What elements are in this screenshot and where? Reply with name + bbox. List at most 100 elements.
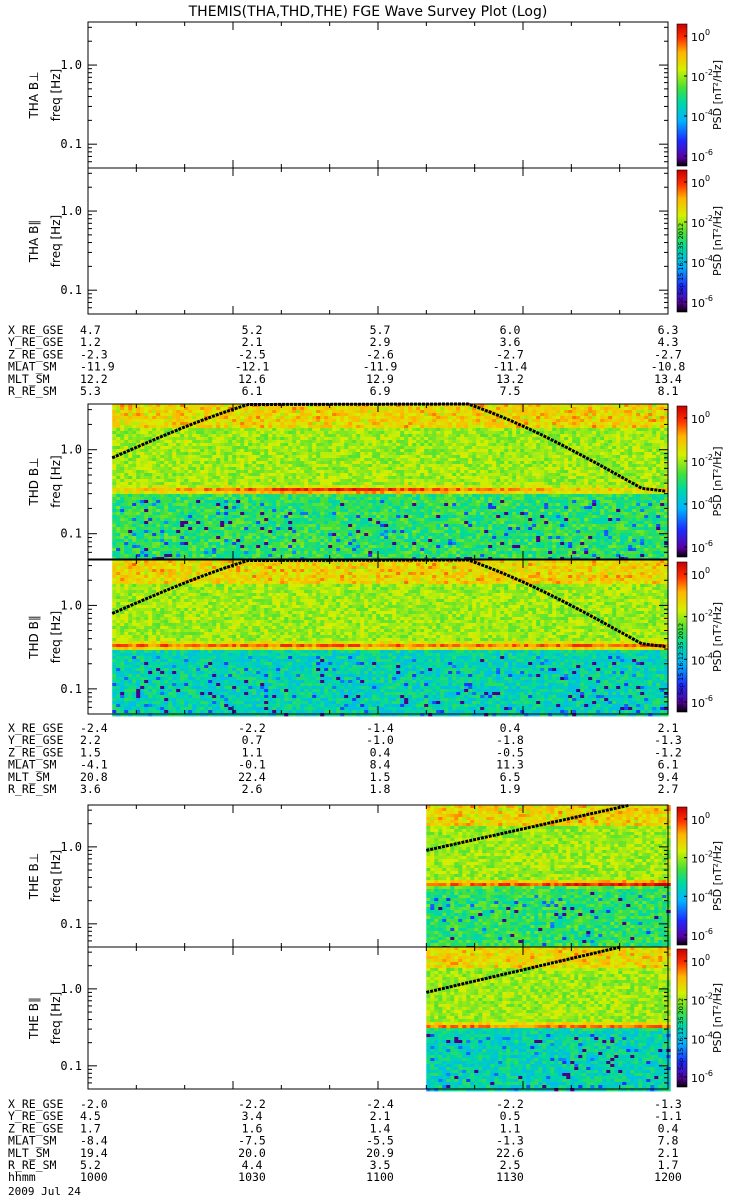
spectrogram-cell: [428, 428, 432, 431]
spectrogram-cell: [368, 431, 372, 434]
spectrogram-cell: [420, 545, 424, 548]
spectrogram-cell: [384, 515, 388, 518]
spectrogram-cell: [116, 425, 120, 428]
spectrogram-cell: [384, 494, 388, 497]
spectrogram-cell: [160, 533, 164, 536]
spectrogram-cell: [388, 428, 392, 431]
spectrogram-cell: [420, 479, 424, 482]
spectrogram-cell: [404, 506, 408, 509]
spectrogram-cell: [304, 410, 308, 413]
spectrogram-cell: [196, 491, 200, 494]
spectrogram-cell: [272, 485, 276, 488]
spectrogram-cell: [208, 509, 212, 512]
spectrogram-cell: [356, 437, 360, 440]
spectrogram-cell: [456, 425, 460, 428]
spectrogram-cell: [456, 413, 460, 416]
spectrogram-cell: [292, 464, 296, 467]
spectrogram-cell: [204, 539, 208, 542]
spectrogram-cell: [288, 554, 292, 557]
spectrogram-cell: [160, 539, 164, 542]
spectrogram-cell: [344, 488, 348, 491]
spectrogram-cell: [424, 482, 428, 485]
spectrogram-cell: [224, 524, 228, 527]
spectrogram-cell: [420, 431, 424, 434]
spectrogram-cell: [192, 485, 196, 488]
spectrogram-cell: [228, 554, 232, 557]
spectrogram-cell: [184, 506, 188, 509]
spectrogram-cell: [400, 464, 404, 467]
spectrogram-cell: [408, 509, 412, 512]
spectrogram-cell: [136, 497, 140, 500]
spectrogram-cell: [408, 440, 412, 443]
spectrogram-cell: [172, 458, 176, 461]
spectrogram-cell: [180, 497, 184, 500]
spectrogram-cell: [444, 500, 448, 503]
spectrogram-cell: [364, 527, 368, 530]
spectrogram-cell: [200, 467, 204, 470]
spectrogram-cell: [452, 431, 456, 434]
spectrogram-cell: [456, 542, 460, 545]
spectrogram-cell: [412, 407, 416, 410]
spectrogram-cell: [464, 554, 468, 557]
spectrogram-cell: [392, 461, 396, 464]
spectrogram-cell: [228, 536, 232, 539]
spectrogram-cell: [440, 518, 444, 521]
spectrogram-cell: [196, 425, 200, 428]
spectrogram-cell: [188, 446, 192, 449]
spectrogram-cell: [188, 518, 192, 521]
spectrogram-cell: [344, 515, 348, 518]
spectrogram-cell: [308, 521, 312, 524]
spectrogram-cell: [292, 545, 296, 548]
spectrogram-cell: [240, 455, 244, 458]
spectrogram-cell: [408, 512, 412, 515]
spectrogram-cell: [324, 458, 328, 461]
spectrogram-cell: [208, 476, 212, 479]
spectrogram-cell: [384, 449, 388, 452]
spectrogram-cell: [448, 515, 452, 518]
spectrogram-cell: [320, 485, 324, 488]
spectrogram-cell: [116, 437, 120, 440]
spectrogram-cell: [356, 443, 360, 446]
spectrogram-cell: [116, 539, 120, 542]
spectrogram-cell: [128, 416, 132, 419]
spectrogram-cell: [324, 434, 328, 437]
spectrogram-cell: [304, 551, 308, 554]
spectrogram-cell: [436, 524, 440, 527]
spectrogram-cell: [188, 440, 192, 443]
spectrogram-cell: [144, 446, 148, 449]
spectrogram-cell: [384, 536, 388, 539]
spectrogram-cell: [448, 521, 452, 524]
spectrogram-cell: [112, 494, 116, 497]
spectrogram-cell: [412, 473, 416, 476]
spectrogram-cell: [376, 467, 380, 470]
spectrogram-cell: [336, 509, 340, 512]
spectrogram-cell: [232, 455, 236, 458]
spectrogram-cell: [380, 509, 384, 512]
spectrogram-cell: [172, 506, 176, 509]
spectrogram-cell: [416, 536, 420, 539]
spectrogram-cell: [352, 485, 356, 488]
spectrogram-cell: [248, 545, 252, 548]
spectrogram-cell: [256, 524, 260, 527]
spectrogram-cell: [216, 497, 220, 500]
spectrogram-cell: [288, 464, 292, 467]
spectrogram-cell: [160, 461, 164, 464]
spectrogram-cell: [116, 494, 120, 497]
spectrogram-cell: [152, 461, 156, 464]
spectrogram-cell: [268, 437, 272, 440]
spectrogram-cell: [428, 422, 432, 425]
spectrogram-cell: [200, 539, 204, 542]
spectrogram-cell: [468, 515, 472, 518]
spectrogram-cell: [212, 482, 216, 485]
spectrogram-cell: [176, 419, 180, 422]
spectrogram-cell: [160, 476, 164, 479]
spectrogram-cell: [364, 428, 368, 431]
spectrogram-cell: [272, 551, 276, 554]
spectrogram-cell: [268, 521, 272, 524]
spectrogram-cell: [376, 431, 380, 434]
spectrogram-cell: [480, 518, 484, 521]
spectrogram-cell: [136, 536, 140, 539]
spectrogram-cell: [240, 443, 244, 446]
spectrogram-cell: [300, 518, 304, 521]
spectrogram-cell: [136, 410, 140, 413]
